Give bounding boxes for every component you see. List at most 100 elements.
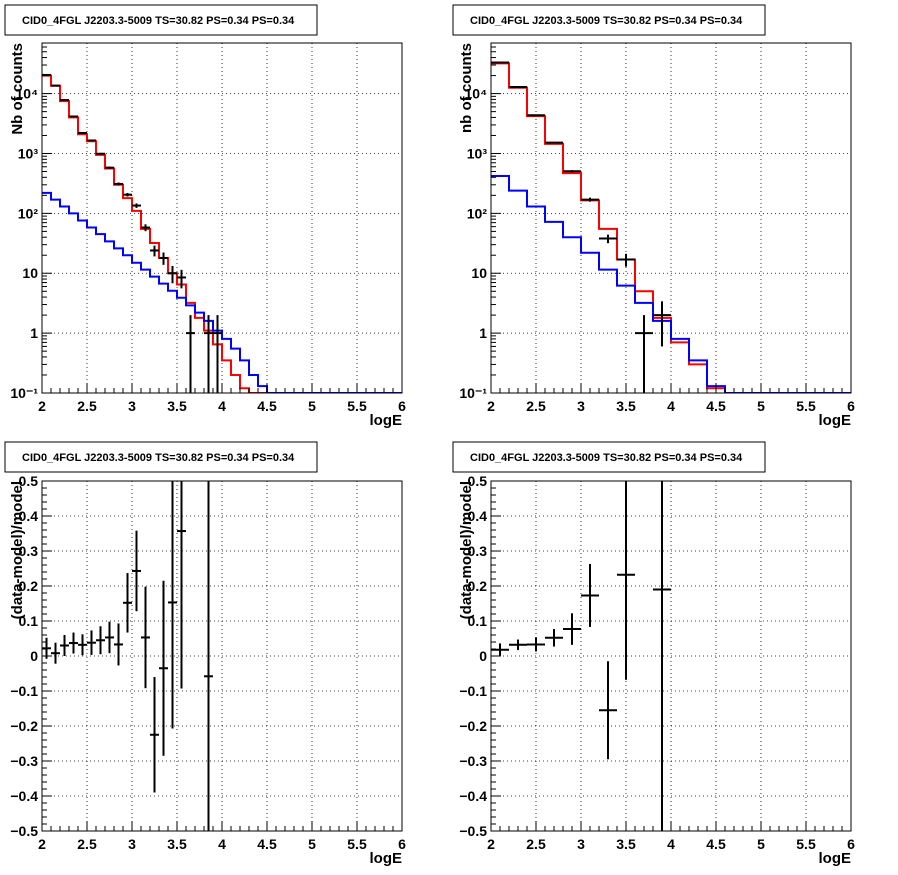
y-tick-label: −0.4 <box>10 788 38 804</box>
data-point <box>509 639 527 651</box>
data-point <box>213 315 222 393</box>
data-point <box>581 563 599 627</box>
grid-lines <box>491 481 851 831</box>
y-tick-label: 0.1 <box>468 613 488 629</box>
data-layer <box>42 481 213 831</box>
y-tick-label: 0.5 <box>19 473 39 489</box>
x-tick-label: 2 <box>487 398 495 414</box>
y-tick-label: 10⁻¹ <box>10 385 38 401</box>
data-point <box>105 621 114 654</box>
data-point <box>150 677 159 793</box>
data-point <box>545 629 563 647</box>
x-axis: 2 2.5 3 3.5 4 4.5 5 5.5 6 <box>38 383 406 414</box>
x-tick-label: 4.5 <box>257 836 277 852</box>
data-point <box>78 634 87 656</box>
y-tick-label: −0.1 <box>10 683 38 699</box>
chart-title: CID0_4FGL J2203.3-5009 TS=30.82 PS=0.34 … <box>22 452 295 464</box>
y-tick-label: 10 <box>471 265 487 281</box>
y-axis-title: (data-model)/model <box>9 481 26 619</box>
x-tick-label: 2.5 <box>526 398 546 414</box>
x-tick-label: 3 <box>128 836 136 852</box>
data-point <box>563 613 581 645</box>
data-point <box>123 573 132 633</box>
x-tick-label: 2 <box>38 836 46 852</box>
title-box <box>4 441 318 473</box>
y-tick-label: −0.2 <box>10 718 38 734</box>
data-point <box>141 586 150 689</box>
data-point <box>60 635 69 656</box>
data-point <box>87 630 96 655</box>
y-tick-label: −0.5 <box>10 823 38 839</box>
x-tick-label: 5 <box>757 836 765 852</box>
y-axis-title: Nb of counts <box>9 43 26 135</box>
y-tick-label: −0.4 <box>459 788 487 804</box>
y-tick-label: 0.4 <box>19 508 39 524</box>
data-point <box>177 269 186 289</box>
data-point <box>132 530 141 612</box>
data-point <box>42 637 51 659</box>
chart-title: CID0_4FGL J2203.3-5009 TS=30.82 PS=0.34 … <box>470 15 743 27</box>
data-point <box>159 580 168 756</box>
data-point <box>132 203 141 208</box>
x-tick-label: 3 <box>577 398 585 414</box>
y-tick-label: 0.5 <box>468 473 488 489</box>
x-tick-label: 4.5 <box>257 398 277 414</box>
y-tick-label: 0.3 <box>468 543 488 559</box>
data-point <box>150 245 159 257</box>
y-tick-label: 1 <box>479 325 487 341</box>
x-axis: 2 2.5 3 3.5 4 4.5 5 5.5 6 <box>487 383 855 414</box>
y-axis: −0.5 −0.4 −0.3 −0.2 −0.1 0 0.1 0.2 0.3 0.4 0.5 <box>459 473 501 839</box>
x-tick-label: 2.5 <box>77 398 97 414</box>
data-point <box>204 315 213 393</box>
data-point <box>599 661 617 760</box>
data-point <box>617 481 635 680</box>
y-tick-label: 0.1 <box>19 613 39 629</box>
y-tick-label: 10⁴ <box>16 86 39 102</box>
title-box <box>452 4 766 36</box>
data-layer <box>42 73 402 393</box>
data-point <box>168 266 177 284</box>
y-axis: 10⁻¹ 1 10 10² 10³ 10⁴ <box>459 46 501 401</box>
x-tick-label: 4 <box>667 836 675 852</box>
data-point <box>599 234 617 244</box>
data-point <box>159 252 168 265</box>
data-point <box>545 141 563 144</box>
x-tick-label: 6 <box>398 398 406 414</box>
title-box <box>4 4 318 36</box>
y-tick-label: 10³ <box>467 145 488 161</box>
x-tick-label: 3 <box>128 398 136 414</box>
y-axis-title: (data-model)/model <box>458 481 475 619</box>
y-tick-label: 0.2 <box>468 578 488 594</box>
data-point <box>105 166 114 169</box>
data-layer <box>491 481 671 831</box>
data-point <box>186 315 195 393</box>
x-tick-label: 4.5 <box>706 398 726 414</box>
model-total-histogram <box>491 62 851 393</box>
chart-bottom-left: 2 2.5 3 3.5 4 4.5 5 5.5 6 −0.5 −0.4 −0.3 −0.2 −0.1 0 0.… <box>4 441 406 867</box>
y-tick-label: 10³ <box>18 145 39 161</box>
x-tick-label: 5 <box>757 398 765 414</box>
x-tick-label: 2.5 <box>526 836 546 852</box>
x-tick-label: 4 <box>667 398 675 414</box>
data-point <box>60 99 69 102</box>
data-point <box>168 481 177 729</box>
data-point <box>617 253 635 267</box>
x-tick-label: 3.5 <box>167 398 187 414</box>
data-point <box>635 315 653 393</box>
y-axis: 10⁻¹ 1 10 10² 10³ 10⁴ <box>10 46 52 401</box>
x-tick-label: 2 <box>487 836 495 852</box>
data-point <box>177 481 186 689</box>
x-tick-label: 6 <box>847 398 855 414</box>
data-point <box>78 131 87 134</box>
data-point <box>653 481 671 831</box>
x-tick-label: 4.5 <box>706 836 726 852</box>
chart-title: CID0_4FGL J2203.3-5009 TS=30.82 PS=0.34 … <box>470 452 743 464</box>
y-tick-label: 10⁴ <box>465 86 488 102</box>
x-tick-label: 5.5 <box>347 836 367 852</box>
y-tick-label: −0.1 <box>459 683 487 699</box>
data-point <box>87 139 96 142</box>
x-axis: 2 2.5 3 3.5 4 4.5 5 5.5 6 <box>38 821 406 852</box>
y-tick-label: 10⁻¹ <box>459 385 487 401</box>
chart-top-right: 2 2.5 3 3.5 4 4.5 5 5.5 6 10⁻¹ 1 10 10² 10³ 10⁴ logE nb … <box>452 4 855 429</box>
